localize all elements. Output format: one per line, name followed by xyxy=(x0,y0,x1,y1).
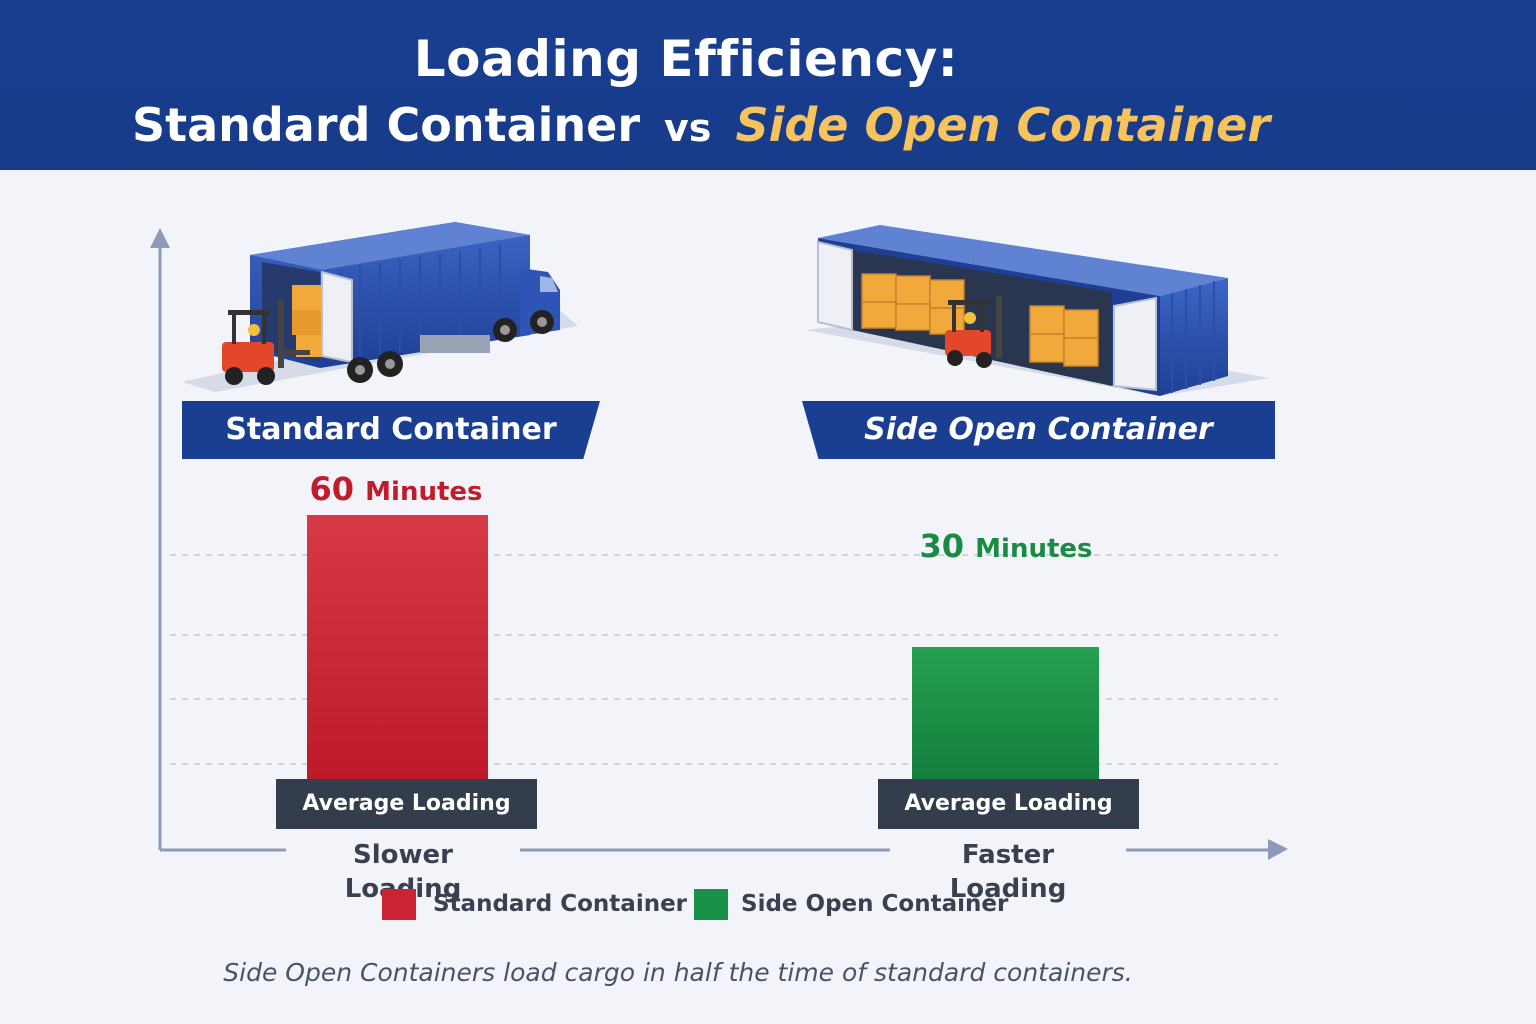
side-open-value-number: 30 xyxy=(919,527,965,565)
page-subtitle: Standard Container vs Side Open Containe… xyxy=(0,98,1402,152)
standard-average-tag: Average Loading Time xyxy=(276,779,537,866)
standard-value-unit: Minutes xyxy=(365,477,483,507)
legend-swatch-side-open xyxy=(694,889,728,920)
side-open-value-unit: Minutes xyxy=(975,534,1093,564)
legend-swatch-standard xyxy=(382,889,416,920)
legend-label-side-open: Side Open Container xyxy=(741,891,1009,917)
x-axis-arrow-icon xyxy=(1268,839,1288,860)
truck-with-container-icon xyxy=(182,222,578,392)
side-open-average-tag: Average Loading Time xyxy=(878,779,1139,866)
side-open-container-label: Side Open Container xyxy=(802,401,1275,459)
standard-container-label: Standard Container xyxy=(182,401,600,459)
side-open-value-label: 30 Minutes xyxy=(856,527,1156,565)
standard-value-number: 60 xyxy=(309,470,355,508)
slower-loading-label: Slower Loading xyxy=(286,838,520,904)
side-open-container-icon xyxy=(805,225,1270,396)
subtitle-vs: vs xyxy=(664,106,712,150)
footnote: Side Open Containers load cargo in half … xyxy=(223,958,1133,987)
header-banner: Loading Efficiency: Standard Container v… xyxy=(0,0,1536,170)
bar-side-open-container xyxy=(912,647,1099,779)
page-title: Loading Efficiency: xyxy=(413,30,959,88)
subtitle-side-open: Side Open Container xyxy=(735,98,1271,152)
subtitle-standard: Standard Container xyxy=(131,98,641,152)
standard-value-label: 60 Minutes xyxy=(246,470,546,508)
bar-standard-container xyxy=(307,515,488,779)
legend-label-standard: Standard Container xyxy=(433,891,688,917)
faster-loading-label: Faster Loading xyxy=(890,838,1126,904)
y-axis-arrow-icon xyxy=(150,228,170,248)
bars xyxy=(307,515,1099,779)
